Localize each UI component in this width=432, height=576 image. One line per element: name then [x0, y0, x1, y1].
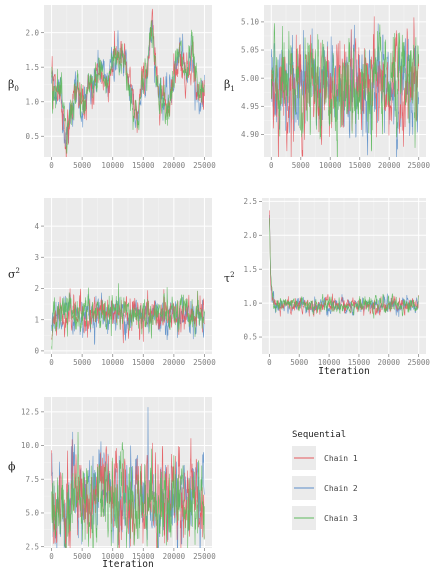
x-tick-label: 25000 [407, 161, 430, 170]
legend-item-label: Chain 3 [324, 514, 358, 523]
panel-phi: 0 5000 10000 15000 20000 25000 2.5 5.0 7.5 10.0 12… [8, 397, 216, 570]
y-tick-label: 2 [34, 284, 39, 293]
y-axis-label: ϕ [8, 460, 16, 473]
y-tick-label: 7.5 [25, 475, 39, 484]
panel-tau2: 0 5000 10000 15000 20000 25000 0.5 1.0 1.5 2.0 2.5… [224, 197, 430, 377]
y-tick-label: 1.5 [25, 63, 39, 72]
trace-chain-3 [269, 218, 419, 319]
x-tick-label: 10000 [101, 552, 124, 561]
y-tick-label: 5.00 [241, 74, 260, 83]
y-axis-label: β0 [8, 78, 19, 93]
trace-chain-3 [51, 20, 205, 154]
trace-chain-3 [51, 283, 205, 350]
x-tick-label: 20000 [163, 358, 186, 367]
y-tick-label: 0.5 [243, 333, 257, 342]
y-tick-label: 5.10 [241, 18, 260, 27]
x-tick-label: 5000 [73, 161, 92, 170]
y-tick-label: 10.0 [21, 441, 40, 450]
x-axis-label: Iteration [102, 559, 153, 570]
y-tick-label: 1.5 [243, 265, 257, 274]
x-tick-label: 5000 [73, 358, 92, 367]
y-axis-label: σ2 [8, 267, 20, 281]
x-tick-label: 5000 [290, 358, 309, 367]
x-tick-label: 20000 [377, 358, 400, 367]
y-tick-label: 2.5 [25, 542, 39, 551]
x-tick-label: 0 [49, 552, 54, 561]
x-tick-label: 0 [49, 358, 54, 367]
legend-item-label: Chain 1 [324, 454, 358, 463]
x-tick-label: 10000 [319, 161, 342, 170]
y-tick-label: 4.95 [241, 102, 259, 111]
x-tick-label: 15000 [348, 161, 371, 170]
x-tick-label: 0 [49, 161, 54, 170]
trace-chain-3 [270, 23, 420, 157]
x-tick-label: 20000 [163, 552, 186, 561]
x-tick-label: 10000 [318, 358, 341, 367]
x-tick-label: 15000 [132, 358, 155, 367]
y-tick-label: 5.0 [25, 509, 39, 518]
x-tick-label: 5000 [292, 161, 311, 170]
x-tick-label: 5000 [73, 552, 92, 561]
x-axis-label: Iteration [318, 366, 369, 377]
y-tick-label: 4.90 [241, 130, 260, 139]
x-tick-label: 25000 [407, 358, 430, 367]
x-tick-label: 10000 [101, 358, 124, 367]
x-tick-label: 10000 [101, 161, 124, 170]
y-tick-label: 0 [34, 347, 39, 356]
legend-item-label: Chain 2 [324, 484, 358, 493]
x-tick-label: 15000 [132, 161, 155, 170]
x-tick-label: 25000 [193, 358, 216, 367]
y-tick-label: 2.0 [25, 28, 39, 37]
y-tick-label: 4 [34, 222, 39, 231]
y-tick-label: 2.5 [243, 197, 257, 206]
x-tick-label: 25000 [193, 552, 216, 561]
y-axis-label: τ2 [224, 271, 235, 285]
x-tick-label: 20000 [378, 161, 401, 170]
y-tick-label: 1 [34, 315, 39, 324]
y-tick-label: 0.5 [25, 132, 39, 141]
x-tick-label: 20000 [163, 161, 186, 170]
x-tick-label: 0 [267, 358, 272, 367]
trace-chain-3 [51, 431, 205, 548]
y-tick-label: 12.5 [21, 408, 39, 417]
x-tick-label: 15000 [348, 358, 371, 367]
x-tick-label: 25000 [193, 161, 216, 170]
x-tick-label: 0 [269, 161, 274, 170]
y-tick-label: 5.05 [241, 46, 259, 55]
y-tick-label: 2.0 [243, 231, 257, 240]
y-tick-label: 1.0 [243, 299, 257, 308]
y-tick-label: 3 [34, 253, 39, 262]
x-tick-label: 15000 [132, 552, 155, 561]
panel-beta1: 0 5000 10000 15000 20000 25000 4.90 4.95 5.00 5.0… [224, 5, 430, 170]
panel-beta0: 0 5000 10000 15000 20000 25000 0.5 1.0 1.5 2.0 β0 [8, 5, 216, 170]
y-axis-label: β1 [224, 78, 235, 93]
legend-title: Sequential [292, 430, 346, 440]
panel-sigma2: 0 5000 10000 15000 20000 25000 0 1 2 3 4 σ2 [8, 198, 216, 367]
legend: Sequential Chain 1 Chain 2 Chain 3 [292, 430, 358, 530]
y-tick-label: 1.0 [25, 97, 39, 106]
